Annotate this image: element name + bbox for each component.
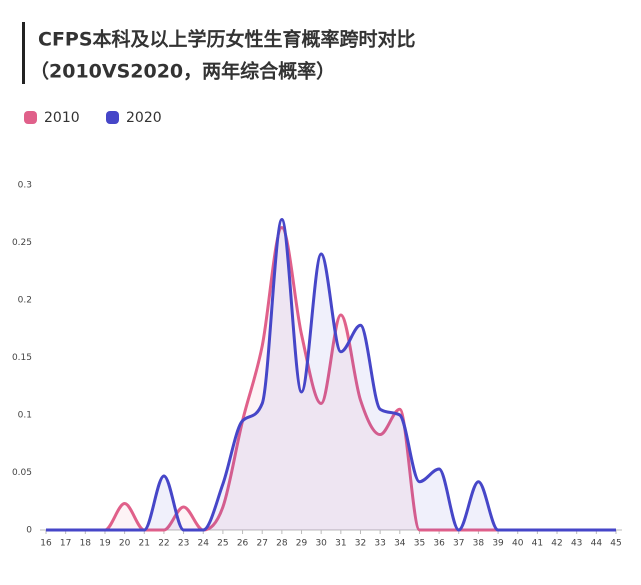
chart-title: CFPS本科及以上学历女性生育概率跨时对比 [38,28,416,51]
y-tick-label: 0.25 [12,238,32,248]
x-tick-label: 26 [237,539,249,549]
x-tick-label: 39 [492,539,504,549]
y-tick-label: 0.1 [18,411,32,421]
x-tick-label: 17 [60,539,71,549]
x-tick-label: 35 [414,539,425,549]
x-tick-label: 45 [610,539,621,549]
y-tick-label: 0.05 [12,468,32,478]
x-tick-label: 37 [453,539,464,549]
x-tick-label: 38 [473,539,485,549]
x-tick-label: 29 [296,539,308,549]
title-bar [22,22,25,84]
series-line [45,217,616,532]
x-tick-label: 20 [119,539,131,549]
y-tick-label: 0.2 [18,296,32,306]
series-area [46,219,616,530]
y-tick-label: 0 [26,526,32,536]
x-tick-label: 33 [374,539,385,549]
x-tick-label: 22 [158,539,169,549]
x-tick-label: 19 [99,539,111,549]
x-tick-label: 34 [394,539,406,549]
x-tick-label: 21 [139,539,150,549]
x-tick-label: 30 [315,539,327,549]
chart-subtitle: （2010VS2020，两年综合概率） [30,60,335,83]
x-tick-label: 40 [512,539,524,549]
x-tick-label: 16 [40,539,52,549]
x-tick-label: 36 [433,539,445,549]
x-tick-label: 24 [198,539,210,549]
x-tick-label: 32 [355,539,366,549]
x-tick-label: 27 [256,539,267,549]
x-tick-label: 31 [335,539,346,549]
x-tick-label: 43 [571,539,582,549]
x-tick-label: 18 [80,539,92,549]
x-tick-label: 44 [591,539,603,549]
x-tick-label: 28 [276,539,288,549]
x-tick-label: 25 [217,539,228,549]
y-tick-label: 0.3 [18,181,32,191]
legend-label: 2020 [126,110,162,126]
x-tick-label: 23 [178,539,189,549]
legend-label: 2010 [44,110,80,126]
series-area [46,227,616,531]
legend-swatch [24,111,37,124]
x-tick-label: 41 [532,539,543,549]
y-tick-label: 0.15 [12,353,32,363]
x-tick-label: 42 [551,539,562,549]
legend-swatch [106,111,119,124]
